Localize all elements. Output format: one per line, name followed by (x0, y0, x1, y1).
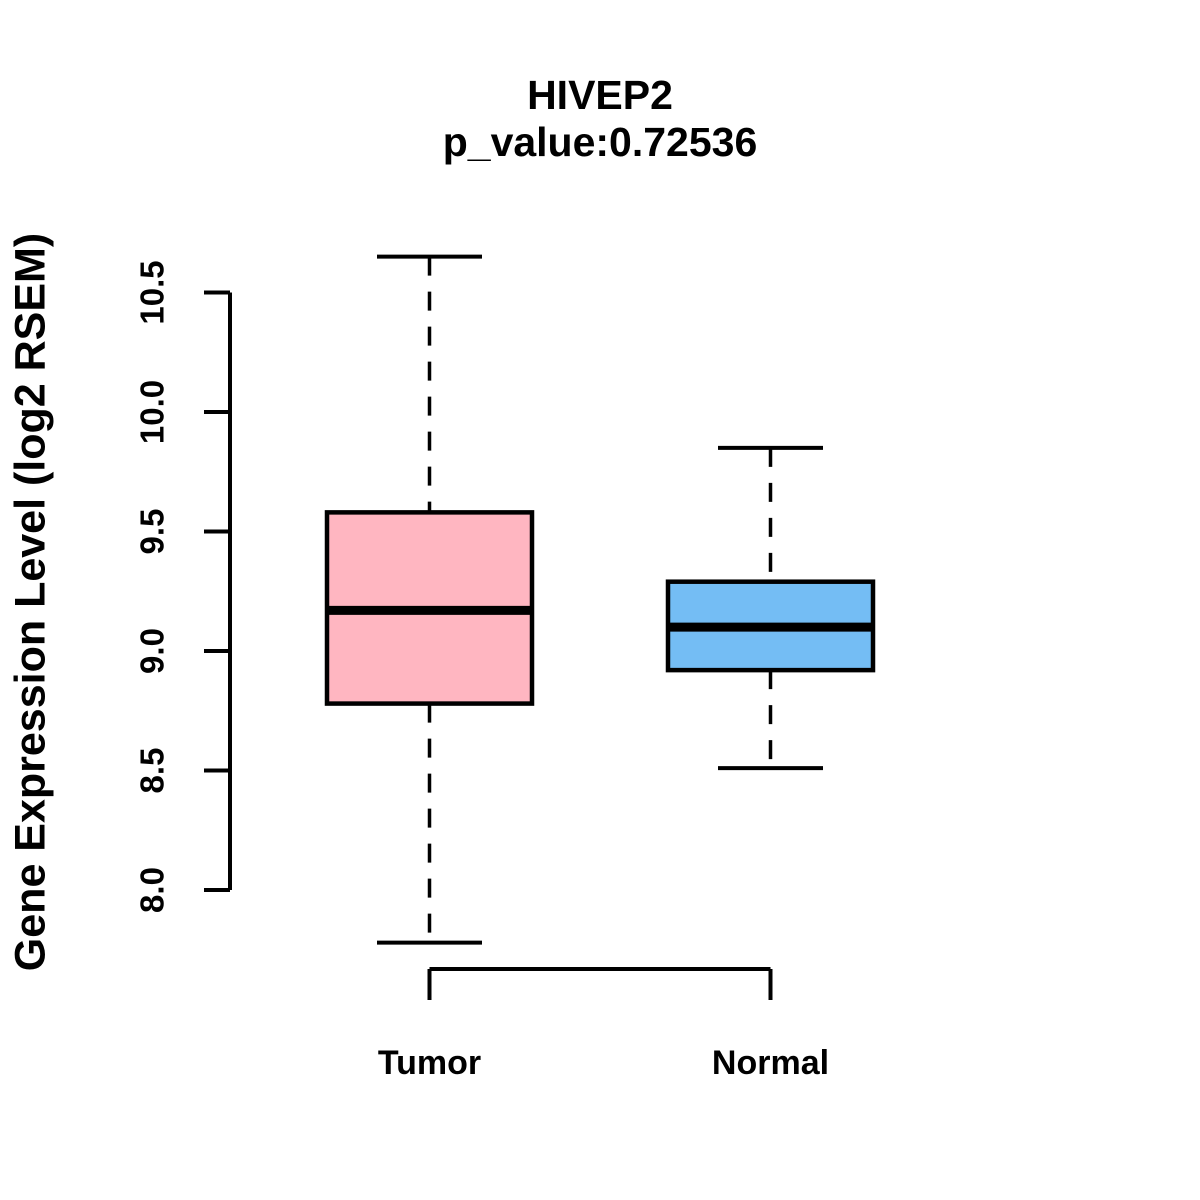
y-tick-label: 9.5 (134, 509, 171, 555)
y-tick-label: 8.0 (134, 867, 171, 913)
chart-title: HIVEP2 (527, 72, 673, 118)
title-block: HIVEP2 p_value:0.72536 (0, 72, 1200, 166)
y-tick-label: 10.5 (134, 260, 171, 324)
y-tick-label: 8.5 (134, 748, 171, 794)
category-label: Normal (712, 1044, 829, 1082)
y-tick-label: 9.0 (134, 628, 171, 674)
chart-subtitle: p_value:0.72536 (442, 119, 758, 165)
y-tick-label: 10.0 (134, 380, 171, 444)
category-label: Tumor (378, 1044, 481, 1082)
